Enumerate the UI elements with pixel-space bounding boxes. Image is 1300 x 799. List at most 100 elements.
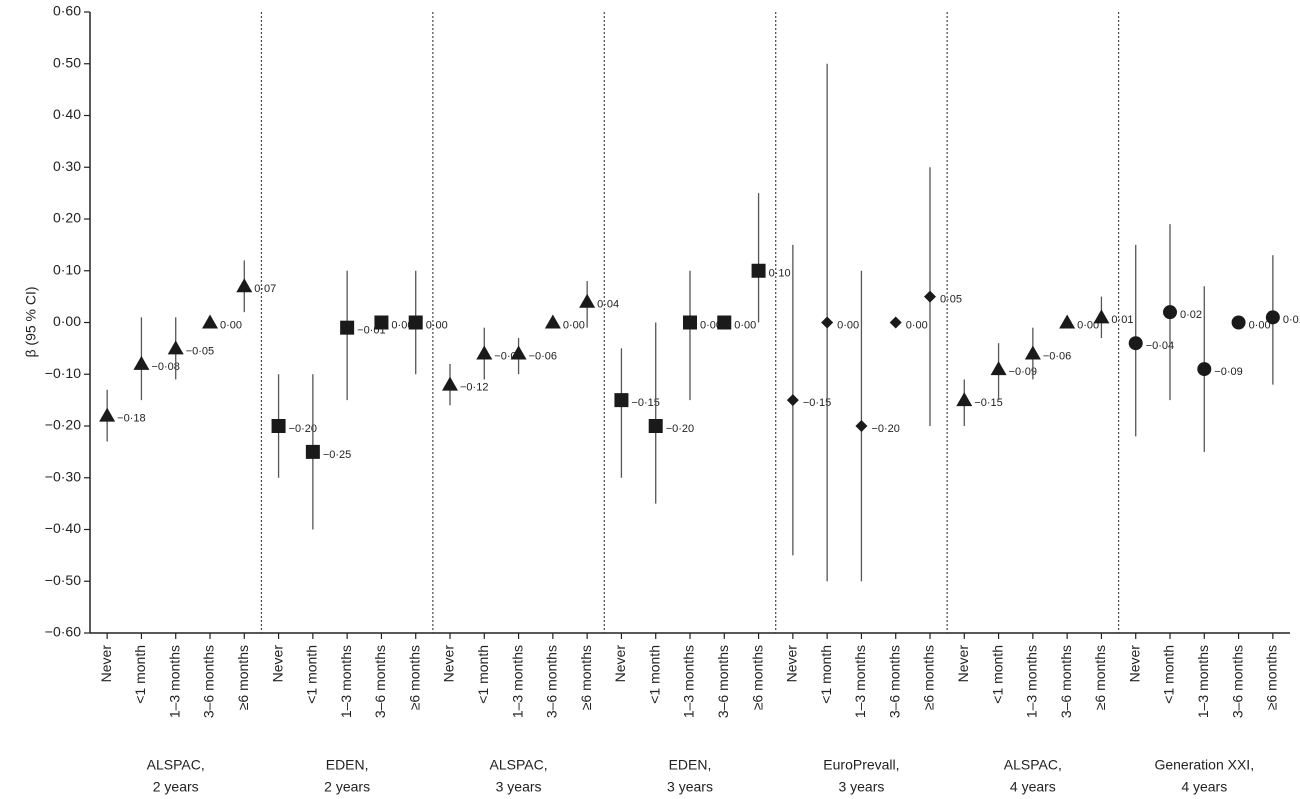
y-tick-label: −0·60 [45, 624, 81, 640]
marker [1197, 362, 1212, 377]
marker [683, 315, 697, 330]
y-tick-label: 0·20 [53, 210, 81, 226]
y-axis-label: β (95 % CI) [23, 286, 39, 357]
value-label: −0·15 [803, 397, 831, 409]
value-label: −0·18 [117, 413, 145, 425]
group-label: EuroPrevall, [823, 757, 899, 773]
y-tick-label: 0·60 [53, 3, 81, 19]
value-label: 0·00 [391, 319, 413, 331]
x-tick-label: 1–3 months [852, 645, 868, 718]
marker [442, 376, 458, 391]
marker [510, 345, 527, 360]
value-label: 0·07 [254, 283, 276, 295]
x-tick-label: ≥6 months [235, 645, 251, 710]
marker [1265, 310, 1280, 325]
group-label: EDEN, [326, 757, 369, 773]
value-label: 0·05 [940, 294, 962, 306]
value-label: 0·00 [1077, 319, 1099, 331]
marker [717, 315, 732, 330]
group-label: 3 years [838, 779, 884, 795]
value-label: 0·00 [906, 319, 928, 331]
marker [99, 407, 116, 422]
marker [1128, 336, 1143, 351]
value-label: 0·00 [700, 319, 722, 331]
group-label: 3 years [496, 779, 542, 795]
x-tick-label: 3–6 months [1058, 645, 1074, 718]
group-label: ALSPAC, [147, 757, 205, 773]
marker [544, 314, 561, 329]
x-tick-label: ≥6 months [749, 645, 765, 710]
value-label: 0·00 [563, 319, 585, 331]
value-label: 0·00 [220, 319, 242, 331]
x-tick-label: ≥6 months [1092, 645, 1108, 710]
value-label: −0·06 [529, 350, 557, 362]
group-label: 4 years [1181, 779, 1227, 795]
value-label: −0·15 [631, 397, 659, 409]
value-label: −0·09 [1009, 366, 1037, 378]
x-tick-label: 1–3 months [509, 645, 525, 718]
value-label: −0·25 [323, 449, 351, 461]
group-label: 4 years [1010, 779, 1056, 795]
x-tick-label: Never [98, 645, 114, 683]
value-label: −0·20 [871, 423, 899, 435]
value-label: 0·00 [734, 319, 756, 331]
x-tick-label: 1–3 months [681, 645, 697, 718]
x-tick-label: Never [1126, 645, 1142, 683]
x-tick-label: ≥6 months [1264, 645, 1280, 710]
x-tick-label: <1 month [132, 645, 148, 704]
x-tick-label: Never [441, 645, 457, 683]
marker [305, 444, 320, 459]
x-tick-label: 1–3 months [166, 645, 182, 718]
marker [751, 263, 766, 278]
marker [476, 345, 493, 360]
value-label: −0·04 [1146, 340, 1174, 352]
group-label: EDEN, [669, 757, 712, 773]
group-label: 2 years [153, 779, 199, 795]
x-tick-label: 3–6 months [715, 645, 731, 718]
group-label: ALSPAC, [490, 757, 548, 773]
x-tick-label: 1–3 months [1195, 645, 1211, 718]
value-label: 0·00 [837, 319, 859, 331]
y-tick-label: 0·00 [53, 313, 81, 329]
group-label: ALSPAC, [1004, 757, 1062, 773]
marker [1231, 315, 1246, 330]
value-label: −0·06 [1043, 350, 1071, 362]
x-tick-label: <1 month [818, 645, 834, 704]
x-tick-label: <1 month [475, 645, 491, 704]
y-tick-label: −0·40 [45, 520, 81, 536]
marker [408, 315, 423, 330]
value-label: 0·01 [1283, 314, 1300, 326]
x-tick-label: <1 month [1161, 645, 1177, 704]
group-label: 2 years [324, 779, 370, 795]
y-tick-label: −0·50 [45, 572, 81, 588]
x-tick-label: Never [269, 645, 285, 683]
marker [340, 320, 355, 335]
y-tick-label: 0·10 [53, 261, 81, 277]
value-label: −0·15 [974, 397, 1002, 409]
value-label: −0·09 [1214, 366, 1242, 378]
value-label: 0·01 [1111, 314, 1133, 326]
marker [889, 316, 902, 329]
y-tick-label: 0·30 [53, 158, 81, 174]
group-label: Generation XXI, [1154, 757, 1254, 773]
value-label: 0·00 [1249, 319, 1271, 331]
value-label: 0·02 [1180, 309, 1202, 321]
y-tick-label: 0·40 [53, 106, 81, 122]
marker [374, 315, 389, 330]
marker [614, 393, 629, 408]
x-tick-label: Never [955, 645, 971, 683]
y-tick-label: −0·20 [45, 417, 81, 433]
x-tick-label: 3–6 months [886, 645, 902, 718]
marker [202, 314, 218, 329]
value-label: −0·05 [186, 345, 214, 357]
value-label: 0·00 [426, 319, 448, 331]
marker [271, 419, 286, 433]
marker [579, 293, 596, 308]
x-tick-label: 1–3 months [1024, 645, 1040, 718]
x-tick-label: <1 month [304, 645, 320, 704]
marker [1163, 305, 1177, 320]
marker [1059, 314, 1076, 329]
marker [855, 420, 868, 432]
x-tick-label: 3–6 months [1229, 645, 1245, 718]
